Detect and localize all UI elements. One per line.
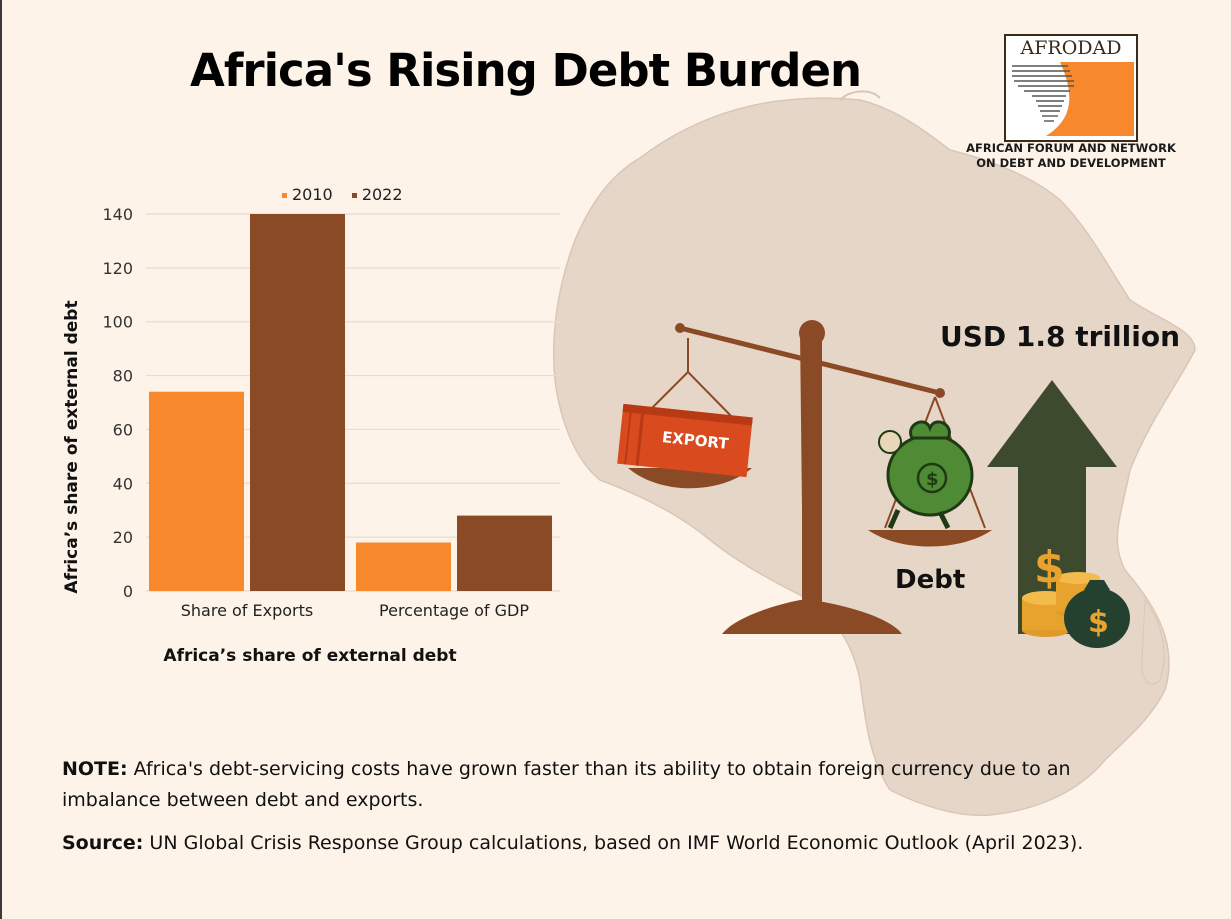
export-container-icon bbox=[617, 403, 753, 478]
logo-africa-icon bbox=[1008, 62, 1134, 136]
y-tick-label: 0 bbox=[123, 582, 133, 601]
source-body: UN Global Crisis Response Group calculat… bbox=[143, 832, 1084, 854]
money-bag-icon: $ bbox=[878, 420, 974, 530]
x-tick-label: Share of Exports bbox=[181, 601, 313, 620]
bar-2010-1 bbox=[356, 542, 451, 591]
y-tick-label: 120 bbox=[102, 259, 133, 278]
legend-item-2010: 2010 bbox=[282, 185, 333, 204]
legend-label-2022: 2022 bbox=[361, 185, 403, 204]
y-tick-label: 40 bbox=[113, 474, 133, 493]
legend-item-2022: 2022 bbox=[351, 185, 403, 204]
legend-swatch-2010 bbox=[282, 193, 287, 198]
up-arrow-icon bbox=[987, 380, 1117, 634]
y-tick-label: 140 bbox=[102, 205, 133, 224]
y-tick-label: 100 bbox=[102, 313, 133, 332]
frame-edge bbox=[0, 0, 2, 919]
source-text: Source: UN Global Crisis Response Group … bbox=[62, 828, 1202, 859]
logo-subtitle: AFRICAN FORUM AND NETWORK ON DEBT AND DE… bbox=[944, 141, 1198, 171]
source-label: Source: bbox=[62, 832, 144, 854]
balance-scale-icon bbox=[628, 320, 992, 634]
afrodad-logo: AFRODAD bbox=[1004, 34, 1138, 142]
y-tick-label: 20 bbox=[113, 528, 133, 547]
svg-text:$: $ bbox=[1088, 605, 1109, 640]
usd-amount-label: USD 1.8 trillion bbox=[940, 320, 1180, 353]
y-tick-label: 80 bbox=[113, 367, 133, 386]
bar-2010-0 bbox=[149, 391, 244, 591]
chart-legend: 2010 2022 bbox=[282, 185, 417, 204]
page-title: Africa's Rising Debt Burden bbox=[190, 44, 862, 97]
y-axis-title: Africa’s share of external debt bbox=[62, 300, 82, 594]
coin-stack-icon: $ $ bbox=[1022, 542, 1130, 648]
y-tick-label: 60 bbox=[113, 420, 133, 439]
svg-text:$: $ bbox=[926, 469, 939, 490]
x-tick-label: Percentage of GDP bbox=[379, 601, 529, 620]
x-axis-title: Africa’s share of external debt bbox=[163, 646, 457, 666]
bar-2022-0 bbox=[250, 214, 345, 591]
legend-swatch-2022 bbox=[351, 193, 357, 198]
note-text: NOTE: Africa's debt-servicing costs have… bbox=[62, 754, 1172, 816]
bar-2022-1 bbox=[457, 515, 552, 591]
svg-text:$: $ bbox=[1034, 542, 1065, 593]
note-label: NOTE: bbox=[62, 758, 128, 780]
note-body: Africa's debt-servicing costs have grown… bbox=[62, 758, 1071, 811]
logo-subtitle-line-1: AFRICAN FORUM AND NETWORK bbox=[966, 141, 1176, 155]
bar-chart: 0 20 40 60 80 100 120 140 Share of Exports Percen… bbox=[102, 205, 560, 620]
debt-label: Debt bbox=[895, 565, 966, 595]
legend-label-2010: 2010 bbox=[292, 185, 333, 204]
logo-name: AFRODAD bbox=[1020, 37, 1122, 59]
logo-subtitle-line-2: ON DEBT AND DEVELOPMENT bbox=[976, 156, 1166, 170]
